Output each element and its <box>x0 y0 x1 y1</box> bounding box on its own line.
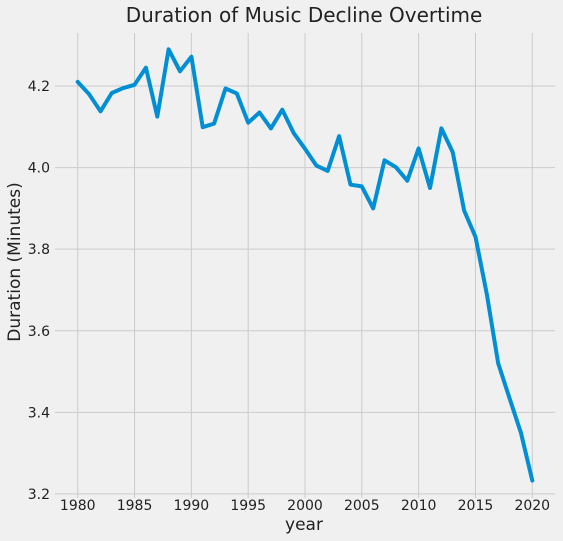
x-tick-label: 2020 <box>514 498 550 514</box>
x-tick-label: 2000 <box>287 498 323 514</box>
x-tick-label: 2010 <box>401 498 437 514</box>
y-tick-label: 3.8 <box>28 242 50 258</box>
tick-labels: 1980 1985 1990 1995 2000 2005 2010 2015 2020 3.2 3… <box>28 79 550 514</box>
x-tick-label: 1985 <box>117 498 153 514</box>
y-tick-label: 4.2 <box>28 79 50 95</box>
y-tick-label: 3.2 <box>28 487 50 503</box>
x-tick-label: 2015 <box>458 498 494 514</box>
x-tick-label: 1990 <box>174 498 210 514</box>
x-axis-label: year <box>285 515 323 535</box>
y-tick-label: 4.0 <box>28 161 50 177</box>
y-tick-label: 3.4 <box>28 405 50 421</box>
y-tick-label: 3.6 <box>28 324 50 340</box>
x-tick-label: 2005 <box>344 498 380 514</box>
x-tick-label: 1980 <box>60 498 96 514</box>
y-axis-label: Duration (Minutes) <box>5 182 25 341</box>
series-line-duration <box>75 47 535 483</box>
chart-title: Duration of Music Decline Overtime <box>126 3 483 27</box>
grid-lines <box>55 33 555 498</box>
x-tick-label: 1995 <box>230 498 266 514</box>
